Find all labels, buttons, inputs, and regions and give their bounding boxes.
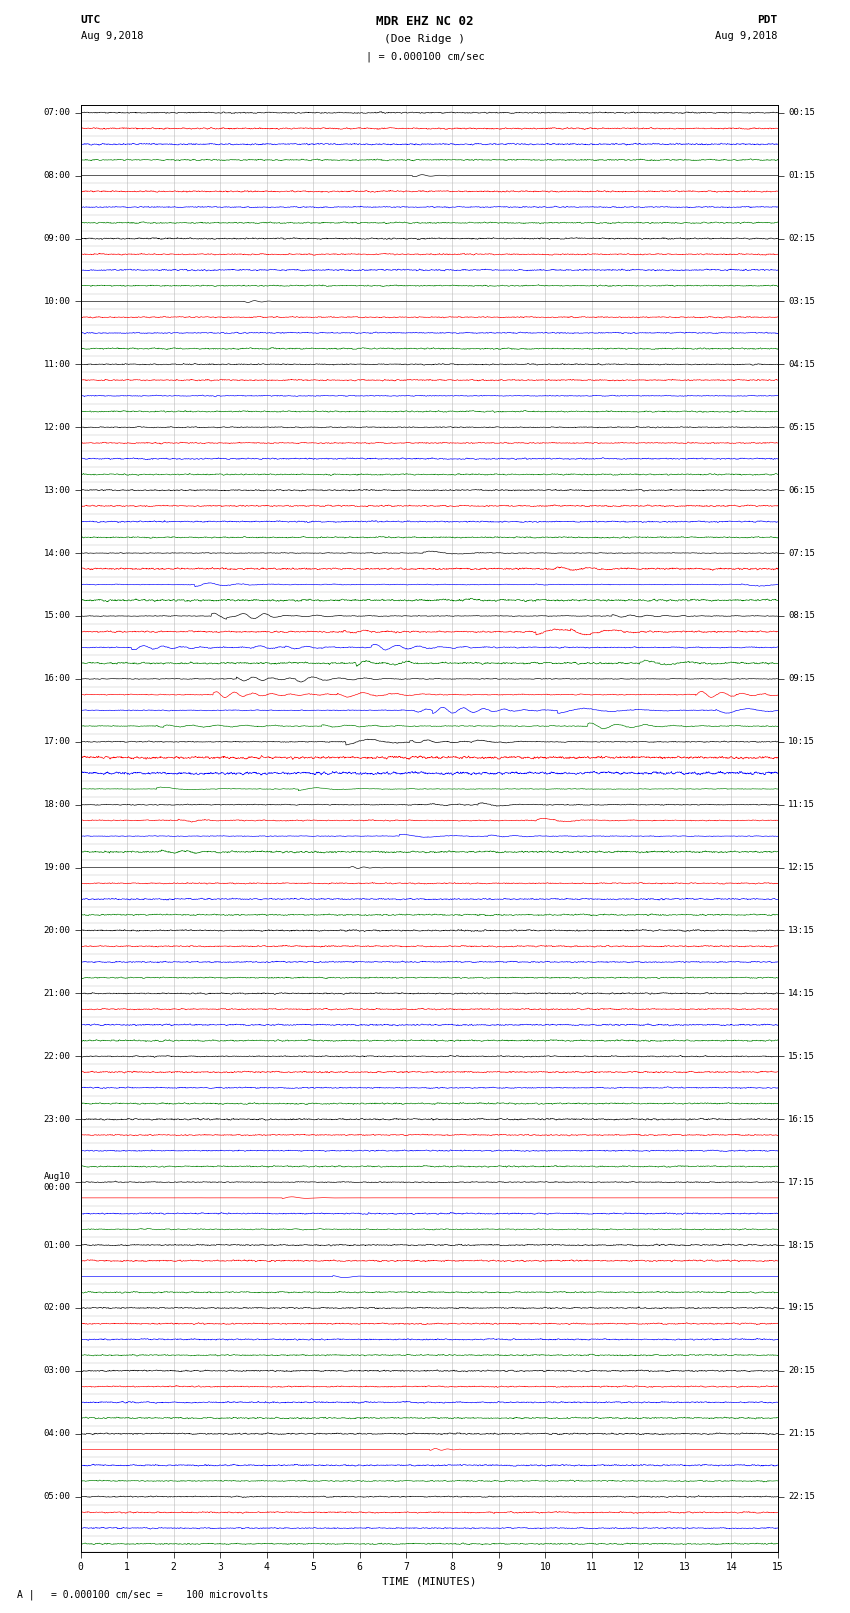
Text: (Doe Ridge ): (Doe Ridge ) — [384, 34, 466, 44]
Text: Aug 9,2018: Aug 9,2018 — [81, 31, 144, 40]
Text: MDR EHZ NC 02: MDR EHZ NC 02 — [377, 15, 473, 27]
Text: | = 0.000100 cm/sec: | = 0.000100 cm/sec — [366, 52, 484, 63]
Text: A |: A | — [17, 1589, 35, 1600]
X-axis label: TIME (MINUTES): TIME (MINUTES) — [382, 1576, 477, 1586]
Text: Aug 9,2018: Aug 9,2018 — [715, 31, 778, 40]
Text: = 0.000100 cm/sec =    100 microvolts: = 0.000100 cm/sec = 100 microvolts — [51, 1590, 269, 1600]
Text: PDT: PDT — [757, 15, 778, 24]
Text: UTC: UTC — [81, 15, 101, 24]
